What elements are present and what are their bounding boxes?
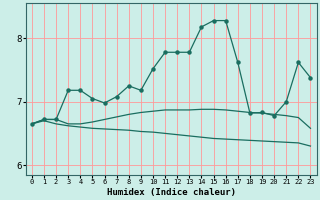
X-axis label: Humidex (Indice chaleur): Humidex (Indice chaleur) xyxy=(107,188,236,197)
